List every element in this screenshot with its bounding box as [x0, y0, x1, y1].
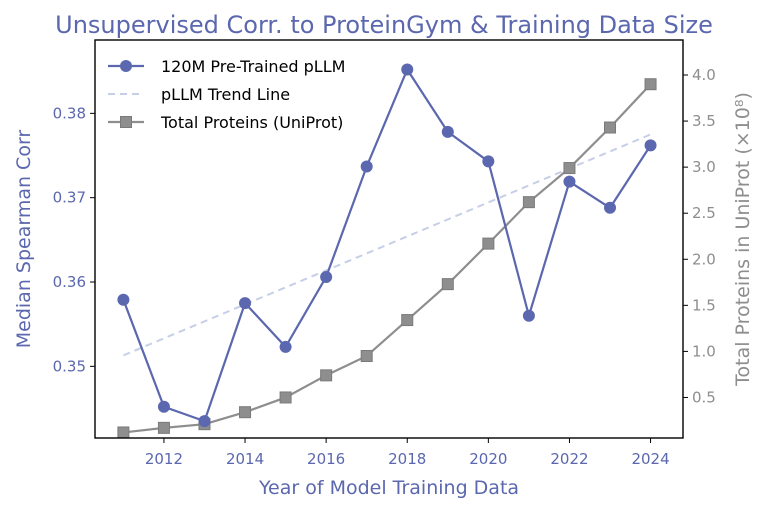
- chart-title: Unsupervised Corr. to ProteinGym & Train…: [55, 11, 713, 39]
- y-tick-label: 0.35: [53, 357, 86, 375]
- uniprot-point: [604, 121, 617, 134]
- pllm-point: [644, 139, 657, 152]
- uniprot-point: [320, 369, 333, 382]
- pllm-point: [441, 125, 454, 138]
- y2-tick-label: 1.5: [692, 296, 716, 314]
- uniprot-point: [441, 278, 454, 291]
- x-tick-label: 2018: [388, 450, 426, 468]
- y2-tick-label: 1.0: [692, 342, 716, 360]
- uniprot-point: [360, 350, 373, 363]
- pllm-point: [563, 175, 576, 188]
- pllm-point: [157, 400, 170, 413]
- uniprot-point: [482, 237, 495, 250]
- x-tick-label: 2022: [550, 450, 588, 468]
- legend-uniprot-label: Total Proteins (UniProt): [160, 113, 343, 132]
- pllm-line: [122, 67, 652, 423]
- y2-tick-label: 2.0: [692, 250, 716, 268]
- x-tick-label: 2024: [631, 450, 669, 468]
- uniprot-point: [401, 314, 414, 327]
- uniprot-point: [157, 421, 170, 434]
- y-tick-label: 0.36: [53, 273, 86, 291]
- y2-tick-label: 3.5: [692, 112, 716, 130]
- pllm-point: [401, 63, 414, 76]
- legend-pllm-label: 120M Pre-Trained pLLM: [161, 57, 345, 76]
- pllm-point: [320, 270, 333, 283]
- axes: 2012 2014 2016 2018 2020 2022 2024 0.35 0.36 0.37…: [53, 66, 716, 468]
- pllm-point: [279, 340, 292, 353]
- y-axis-label: Median Spearman Corr: [13, 130, 35, 349]
- pllm-point: [239, 297, 252, 310]
- x-axis-label: Year of Model Training Data: [258, 477, 519, 499]
- y-tick-label: 0.38: [53, 104, 86, 122]
- y2-tick-label: 2.5: [692, 204, 716, 222]
- uniprot-point: [279, 391, 292, 404]
- y2-axis-label: Total Proteins in UniProt (×10⁸): [732, 92, 754, 387]
- y-tick-label: 0.37: [53, 189, 86, 207]
- pllm-point: [117, 293, 130, 306]
- plot-series: [117, 63, 657, 439]
- x-tick-label: 2020: [469, 450, 507, 468]
- uniprot-point: [644, 78, 657, 91]
- pllm-point: [604, 201, 617, 214]
- pllm-point: [522, 309, 535, 322]
- y2-tick-label: 3.0: [692, 158, 716, 176]
- y2-tick-label: 4.0: [692, 66, 716, 84]
- x-tick-label: 2012: [145, 450, 183, 468]
- legend-uniprot-marker: [120, 116, 132, 128]
- uniprot-point: [563, 162, 576, 175]
- x-tick-label: 2014: [226, 450, 264, 468]
- pllm-point: [198, 415, 211, 428]
- y2-tick-label: 0.5: [692, 388, 716, 406]
- uniprot-line: [123, 83, 652, 434]
- legend-trend-label: pLLM Trend Line: [161, 85, 290, 104]
- legend-pllm-marker: [120, 60, 132, 72]
- uniprot-point: [117, 426, 130, 439]
- pllm-point: [360, 160, 373, 173]
- x-tick-label: 2016: [307, 450, 345, 468]
- pllm-point: [482, 155, 495, 168]
- plot-frame: [94, 39, 684, 439]
- legend: 120M Pre-Trained pLLM pLLM Trend Line Tota…: [108, 57, 345, 132]
- uniprot-point: [239, 406, 252, 419]
- uniprot-point: [522, 196, 535, 209]
